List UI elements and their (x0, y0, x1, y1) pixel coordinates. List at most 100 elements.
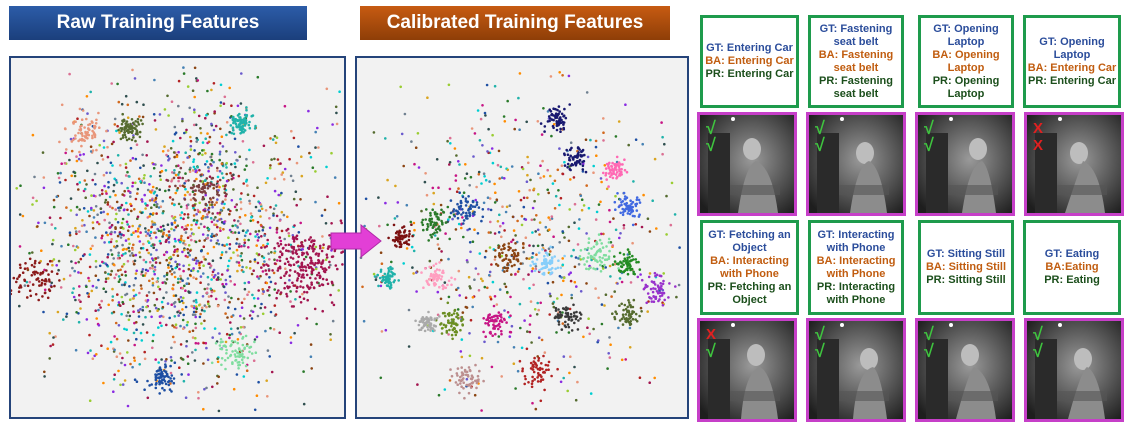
feature-point (426, 280, 429, 284)
feature-point (148, 260, 152, 264)
feature-point (114, 217, 117, 221)
feature-point (110, 269, 113, 273)
check-mark-icon: √ (924, 135, 934, 155)
feature-point (192, 214, 196, 217)
feature-point (174, 323, 178, 327)
feature-point (243, 168, 247, 171)
feature-point (138, 130, 142, 134)
feature-point (484, 114, 487, 117)
feature-point (139, 307, 142, 311)
feature-point (660, 121, 663, 124)
feature-point (244, 334, 248, 338)
feature-point (628, 323, 632, 327)
feature-point (433, 274, 436, 278)
feature-point (394, 236, 398, 239)
feature-point (116, 82, 119, 86)
feature-point (197, 391, 200, 394)
feature-point (161, 150, 165, 153)
feature-point (204, 163, 207, 166)
feature-point (153, 190, 157, 194)
feature-point (422, 318, 425, 322)
feature-point (141, 323, 145, 326)
feature-point (410, 140, 413, 143)
feature-point (488, 246, 492, 249)
feature-point (26, 268, 30, 272)
feature-point (160, 164, 163, 167)
feature-point (384, 328, 388, 332)
feature-point (568, 156, 571, 160)
feature-point (107, 180, 110, 184)
feature-point (121, 265, 124, 268)
feature-point (628, 346, 632, 349)
feature-point (542, 107, 545, 110)
feature-point (212, 160, 215, 164)
feature-point (645, 301, 648, 305)
feature-point (536, 244, 540, 248)
feature-point (88, 128, 91, 132)
feature-point (105, 171, 108, 175)
feature-point (236, 254, 240, 257)
feature-point (309, 155, 313, 159)
feature-point (310, 283, 314, 286)
feature-point (194, 310, 198, 314)
feature-point (460, 366, 463, 369)
feature-point (435, 317, 439, 320)
feature-point (48, 259, 52, 263)
feature-point (497, 149, 501, 153)
feature-point (564, 315, 567, 318)
feature-point (148, 266, 152, 270)
feature-point (563, 164, 567, 167)
feature-point (418, 320, 422, 324)
feature-point (283, 262, 287, 265)
feature-point (282, 178, 286, 181)
feature-point (138, 291, 141, 295)
feature-point (88, 265, 92, 269)
feature-point (514, 242, 517, 245)
feature-point (201, 233, 205, 236)
feature-point (125, 328, 128, 332)
feature-point (161, 281, 164, 284)
feature-point (176, 254, 180, 257)
feature-point (495, 198, 499, 201)
ba-label: BA: Opening Laptop (932, 48, 1000, 74)
feature-point (152, 223, 155, 226)
feature-point (309, 286, 312, 289)
feature-point (18, 245, 22, 248)
feature-point (295, 252, 299, 256)
feature-point (567, 318, 571, 321)
feature-point (557, 320, 561, 324)
feature-point (148, 384, 151, 387)
feature-point (134, 157, 138, 161)
feature-point (43, 375, 46, 378)
feature-point (186, 255, 189, 259)
feature-point (21, 271, 25, 274)
feature-point (260, 207, 264, 211)
feature-point (126, 186, 129, 190)
feature-point (618, 277, 622, 280)
feature-point (75, 155, 78, 158)
feature-point (482, 172, 486, 175)
feature-point (457, 187, 460, 190)
feature-point (68, 274, 72, 277)
feature-point (454, 174, 458, 177)
feature-point (503, 247, 506, 250)
feature-point (312, 286, 316, 290)
feature-point (638, 201, 642, 204)
feature-point (379, 268, 383, 272)
feature-point (497, 231, 501, 234)
feature-point (640, 310, 643, 313)
feature-point (188, 106, 191, 110)
gt-label: GT: Interacting with Phone (817, 228, 895, 254)
feature-point (193, 95, 196, 99)
raw-tsne-panel (9, 56, 346, 419)
feature-point (474, 363, 477, 367)
feature-point (67, 243, 70, 246)
feature-point (516, 251, 520, 255)
feature-point (163, 380, 167, 383)
feature-point (550, 259, 554, 263)
feature-point (558, 203, 561, 207)
feature-point (374, 278, 378, 281)
feature-point (526, 173, 529, 177)
feature-point (500, 332, 503, 336)
feature-point (167, 236, 171, 239)
